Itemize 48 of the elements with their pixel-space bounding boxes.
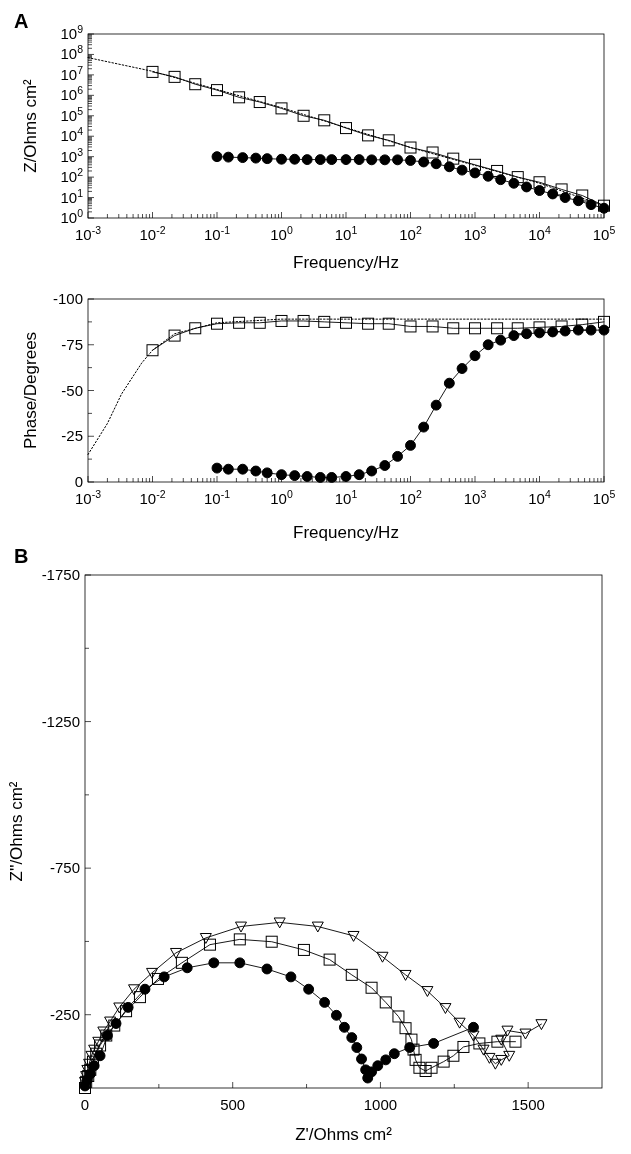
x-axis-title: Z'/Ohms cm² [295,1125,393,1144]
x-tick-label: 10$^{2}$ [399,224,422,243]
y-tick-label: 10$^{1}$ [60,186,84,206]
y-tick-label: 10$^{4}$ [60,125,84,145]
y-tick-label: 10$^{0}$ [60,207,84,226]
y-tick-label: 10$^{5}$ [60,104,84,124]
x-tick-label: 10$^{0}$ [270,488,293,507]
x-tick-label: 500 [220,1096,246,1113]
x-tick-label: 10$^{-3}$ [74,488,102,507]
y-tick-label: -50 [61,381,83,399]
x-tick-label: 10$^{0}$ [270,224,293,243]
x-tick-label: 10$^{4}$ [528,224,551,243]
x-tick-label: 10$^{-2}$ [139,488,166,507]
x-tick-label: 10$^{3}$ [463,224,487,243]
y-tick-label: -25 [61,427,83,445]
y-tick-label: 10$^{7}$ [60,63,84,83]
x-tick-label: 10$^{-3}$ [74,224,102,243]
x-axis-title: Frequency/Hz [293,253,399,272]
y-tick-label: -100 [52,290,83,307]
x-tick-label: 1000 [363,1096,398,1113]
y-tick-label: 0 [74,473,83,490]
x-tick-label: 10$^{5}$ [592,224,616,243]
x-tick-label: 1500 [511,1096,545,1113]
y-tick-label: 10$^{6}$ [60,84,84,104]
y-tick-label: 10$^{8}$ [60,43,84,63]
y-tick-label: -75 [61,335,83,353]
y-tick-label: -750 [49,859,80,877]
y-axis-title: Z/Ohms cm² [21,78,40,173]
y-axis-title: Z''/Ohms cm² [7,781,26,882]
y-tick-label: -1750 [41,566,80,583]
text: B [14,545,29,567]
y-tick-label: -250 [49,1005,80,1023]
y-tick-label: 10$^{3}$ [60,145,84,165]
x-tick-label: 10$^{5}$ [592,488,616,507]
x-tick-label: 10$^{4}$ [528,488,551,507]
y-axis-title: Phase/Degrees [21,331,40,450]
x-tick-label: 10$^{3}$ [463,488,487,507]
x-tick-label: 10$^{-1}$ [203,488,231,507]
text: A [14,10,29,32]
x-tick-label: 10$^{-1}$ [203,224,231,243]
x-tick-label: 10$^{1}$ [334,224,358,243]
y-tick-label: 10$^{9}$ [60,23,84,42]
y-tick-label: -1250 [41,712,80,730]
y-tick-label: 10$^{2}$ [60,166,84,186]
x-tick-label: 10$^{2}$ [399,488,422,507]
x-tick-label: 10$^{1}$ [334,488,358,507]
x-tick-label: 10$^{-2}$ [139,224,166,243]
x-axis-title: Frequency/Hz [293,523,399,542]
